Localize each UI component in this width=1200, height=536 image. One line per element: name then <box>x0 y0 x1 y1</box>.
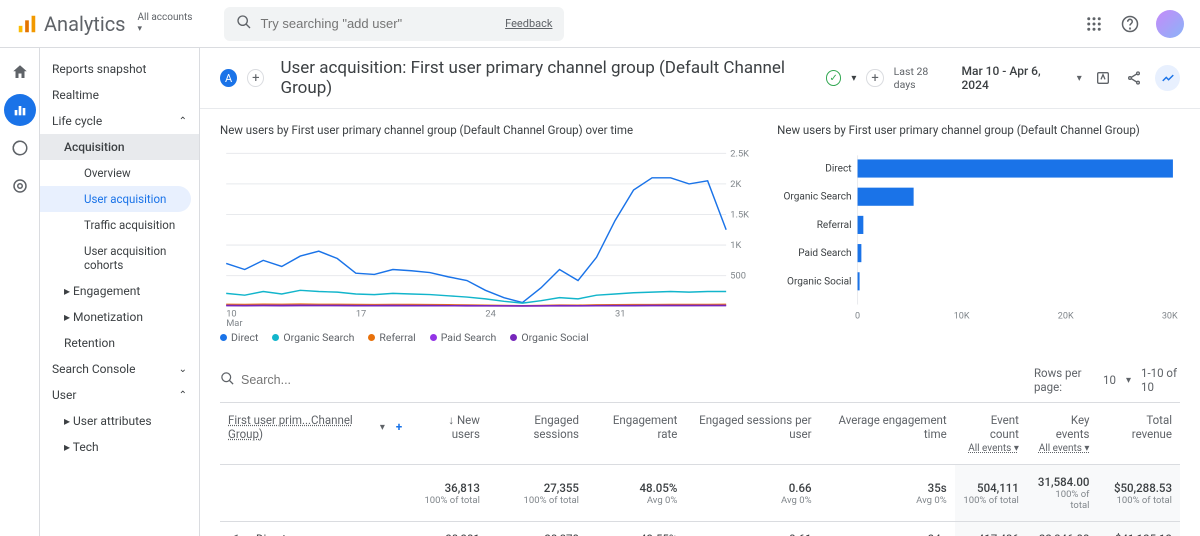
sidebar-item[interactable]: Traffic acquisition <box>40 212 199 238</box>
table-search-input[interactable] <box>241 373 1028 387</box>
rows-dropdown-icon[interactable]: ▾ <box>1126 375 1131 386</box>
sidebar-item[interactable]: User acquisition <box>40 186 191 212</box>
svg-text:Direct: Direct <box>825 164 851 175</box>
sidebar-section-lifecycle[interactable]: Life cycle⌃ <box>40 108 199 134</box>
legend-item[interactable]: Referral <box>368 331 415 344</box>
audience-badge[interactable]: A <box>220 69 237 87</box>
rail-home-icon[interactable] <box>4 56 36 88</box>
svg-text:Mar: Mar <box>226 318 243 327</box>
legend-item[interactable]: Organic Search <box>272 331 354 344</box>
col-header[interactable]: Event countAll events ▾ <box>955 403 1027 465</box>
col-header[interactable]: Average engagement time <box>820 403 955 465</box>
svg-text:24: 24 <box>485 309 495 320</box>
insights-icon[interactable] <box>1155 65 1180 91</box>
brand-text: Analytics <box>44 12 126 36</box>
pager-range: 1-10 of 10 <box>1141 366 1180 394</box>
sidebar-item[interactable]: ▸ Tech <box>40 434 199 460</box>
add-filter-button[interactable]: + <box>866 69 883 87</box>
sidebar-section-user[interactable]: User⌃ <box>40 382 199 408</box>
report-title: User acquisition: First user primary cha… <box>280 58 815 98</box>
legend-item[interactable]: Direct <box>220 331 258 344</box>
verified-icon: ✓ <box>826 70 841 86</box>
sidebar-item[interactable]: ▸ User attributes <box>40 408 199 434</box>
avatar[interactable] <box>1156 10 1184 38</box>
rail-reports-icon[interactable] <box>4 94 36 126</box>
sidebar-item-acquisition[interactable]: Acquisition <box>40 134 199 160</box>
table-search-icon <box>220 371 235 390</box>
legend-item[interactable]: Organic Social <box>510 331 588 344</box>
add-dimension-button[interactable]: + <box>391 418 407 436</box>
svg-text:0: 0 <box>855 312 860 322</box>
svg-text:2.5K: 2.5K <box>730 148 749 159</box>
col-header[interactable]: ↓ New users <box>415 403 488 465</box>
svg-text:Organic Search: Organic Search <box>784 192 852 203</box>
col-header[interactable]: Engaged sessions per user <box>685 403 819 465</box>
svg-text:Organic Social: Organic Social <box>787 276 851 287</box>
svg-text:17: 17 <box>356 309 366 320</box>
bar-chart-title: New users by First user primary channel … <box>777 123 1180 137</box>
col-header[interactable]: Engagement rate <box>587 403 685 465</box>
svg-text:30K: 30K <box>1162 312 1178 322</box>
svg-text:500: 500 <box>730 271 746 282</box>
svg-text:Paid Search: Paid Search <box>798 248 851 259</box>
date-range[interactable]: Mar 10 - Apr 6, 2024 <box>961 64 1064 92</box>
rail-explore-icon[interactable] <box>4 132 36 164</box>
share-icon[interactable] <box>1125 68 1144 88</box>
dimension-header[interactable]: First user prim...Channel Group) <box>228 413 374 441</box>
table-row[interactable]: 1Direct30,30120,87043.55%0.6134s417,4862… <box>220 522 1180 536</box>
svg-text:2K: 2K <box>730 179 741 190</box>
feedback-link[interactable]: Feedback <box>505 17 552 30</box>
legend-item[interactable]: Paid Search <box>430 331 497 344</box>
sidebar-item-engagement[interactable]: ▸ Engagement <box>40 278 199 304</box>
bar-chart: 0 10K 20K 30K Direct Organic Search Referral Pa… <box>777 147 1180 327</box>
apps-icon[interactable] <box>1084 14 1104 34</box>
date-prefix: Last 28 days <box>894 65 950 91</box>
accounts-picker[interactable]: All accounts ▾ <box>138 12 193 35</box>
sidebar-item-monetization[interactable]: ▸ Monetization <box>40 304 199 330</box>
add-comparison-button[interactable]: + <box>247 69 264 87</box>
data-table: First user prim...Channel Group)▾+↓ New … <box>220 403 1180 536</box>
sidebar-item[interactable]: Realtime <box>40 82 199 108</box>
svg-text:1.5K: 1.5K <box>730 210 749 221</box>
customize-icon[interactable] <box>1094 68 1113 88</box>
search-input[interactable] <box>260 16 493 31</box>
col-header[interactable]: Engaged sessions <box>488 403 587 465</box>
help-icon[interactable] <box>1120 14 1140 34</box>
sidebar-item[interactable]: Reports snapshot <box>40 56 199 82</box>
svg-text:10K: 10K <box>954 312 970 322</box>
line-chart-title: New users by First user primary channel … <box>220 123 757 137</box>
svg-text:Referral: Referral <box>817 219 852 231</box>
svg-text:20K: 20K <box>1058 312 1074 322</box>
sidebar-item[interactable]: Overview <box>40 160 199 186</box>
rows-per-page-value[interactable]: 10 <box>1103 373 1116 387</box>
col-header[interactable]: Total revenue <box>1097 403 1180 465</box>
sidebar-section-searchconsole[interactable]: Search Console⌄ <box>40 356 199 382</box>
rows-per-page-label: Rows per page: <box>1034 366 1093 394</box>
col-header[interactable]: Key eventsAll events ▾ <box>1027 403 1098 465</box>
svg-text:1K: 1K <box>730 240 741 251</box>
sidebar-item-retention[interactable]: Retention <box>40 330 199 356</box>
search-icon <box>236 14 252 34</box>
sidebar-item[interactable]: User acquisition cohorts <box>40 238 199 278</box>
date-dropdown-icon[interactable]: ▾ <box>1077 73 1082 84</box>
search-box[interactable]: Feedback <box>224 7 564 41</box>
rail-ads-icon[interactable] <box>4 170 36 202</box>
ga-logo: Analytics <box>16 12 126 36</box>
svg-text:31: 31 <box>615 309 625 320</box>
title-dropdown[interactable]: ▾ <box>851 73 856 84</box>
line-chart: 5001K1.5K2K2.5K10Mar172431 <box>220 147 757 327</box>
